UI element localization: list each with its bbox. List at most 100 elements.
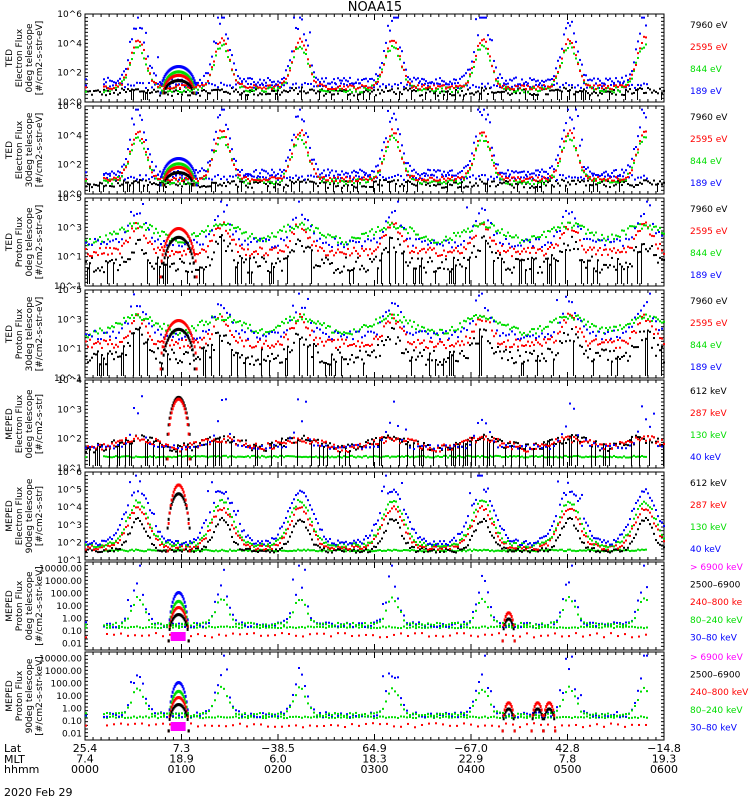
x-tick-label: 0100 [168,763,196,776]
legend-entry: 7960 eV [690,297,728,307]
footer-label-lat: Lat [4,742,22,755]
series-marks [85,292,665,376]
legend-entry: 2595 eV [690,319,728,329]
y-tick-label: 10^1 [57,556,82,566]
footer-label-hhmm: hhmm [4,763,40,776]
legend-entry: 240–800 keV [690,688,749,698]
y-axis-label: TED [5,141,15,160]
y-axis-label: [#/cm2-s-str] [35,394,45,454]
y-tick-label: 100.00 [51,679,83,689]
x-tick-label: 0000 [71,763,99,776]
y-tick-label: 10^1 [57,253,82,263]
y-tick-label: 10^4 [57,376,82,386]
y-axis-label: MEPED [5,680,15,712]
y-tick-label: 10000.00 [39,654,82,664]
y-axis-label: TED [5,325,15,344]
legend-entry: 7960 eV [690,21,728,31]
y-axis-label: Electron Flux [15,394,25,453]
x-tick-label: 7.8 [559,753,577,766]
legend-entry: 844 eV [690,341,723,351]
y-axis-label: Electron Flux [15,28,25,87]
legend-entry: 189 eV [690,363,723,373]
x-tick-label: 18.3 [362,753,387,766]
y-tick-label: 10^4 [57,131,82,141]
panel-3: 10^-1 10^1 10^3 10^5 TED Proton Flux 0deg tele… [5,194,728,292]
x-tick-label: 0600 [650,763,678,776]
time-axis-footer: Lat MLT hhmm [4,742,40,776]
y-tick-label: 0.10 [62,627,82,637]
x-tick-label: 22.9 [459,753,484,766]
y-tick-label: 10^6 [57,468,82,478]
y-tick-label: 1.00 [62,615,82,625]
x-tick-label: 42.8 [555,742,580,755]
legend-entry: 7960 eV [690,205,728,215]
y-tick-label: 1000.00 [45,667,82,677]
series-marks [85,474,665,554]
x-tick-label: 6.0 [269,753,287,766]
y-tick-label: 10^-1 [54,374,82,384]
x-tick-label: 19.3 [652,753,677,766]
series-marks [85,564,648,643]
y-tick-label: 0.10 [62,717,82,727]
y-axis-label: TED [5,233,15,252]
y-axis-label: MEPED [5,500,15,532]
y-tick-label: 10^-1 [54,282,82,292]
y-tick-label: 10^0 [57,98,82,108]
legend-entry: 2595 eV [690,43,728,53]
x-tick-label: 0500 [554,763,582,776]
y-tick-label: 100.00 [51,589,83,599]
y-tick-label: 10^5 [57,486,82,496]
x-tick-label: 25.4 [73,742,98,755]
legend-entry: 30–80 keV [690,723,738,733]
y-axis-label: Proton Flux [15,308,25,359]
legend-entry: 612 keV [690,387,727,397]
y-axis-label: Electron Flux [15,486,25,545]
y-tick-label: 10.00 [56,692,82,702]
legend-entry: 844 eV [690,65,723,75]
legend-entry: 130 keV [690,523,727,533]
y-tick-label: 10^4 [57,503,82,513]
chart-title: NOAA15 [347,0,403,15]
y-tick-label: 10^3 [57,405,82,415]
legend-entry: 30–80 keV [690,633,738,643]
y-axis-label: Proton Flux [15,670,25,721]
series-marks [85,16,665,100]
legend-entry: 240–800 ke [690,598,743,608]
y-axis-label: [#/cm2-s-str-eV] [35,21,45,96]
y-tick-label: 10^4 [57,39,82,49]
legend-entry: 844 eV [690,157,723,167]
y-axis-label: [#/cm2-s-str-eV] [35,113,45,188]
y-axis-label: MEPED [5,408,15,440]
footer-label-mlt: MLT [4,752,25,766]
legend-entry: 130 keV [690,431,727,441]
panel-5: 10^1 10^2 10^3 10^4 MEPED Electron Flux 0deg t… [5,376,727,474]
y-axis-label: 90deg telescope [25,478,35,553]
x-tick-label: 18.9 [169,753,194,766]
y-tick-label: 10^2 [57,69,82,79]
legend-entry: > 6900 keV [690,563,744,573]
y-tick-label: 10000.00 [39,564,82,574]
legend-entry: 612 keV [690,479,727,489]
x-tick-label: 7.4 [76,753,94,766]
legend-entry: 40 keV [690,545,722,555]
legend-entry: 80–240 keV [690,706,743,716]
y-tick-label: 10.00 [56,602,82,612]
y-axis-label: [#/cm2-s-str-eV] [35,297,45,372]
legend-entry: 2500–6900 [690,581,741,591]
x-tick-label: 64.9 [362,742,387,755]
y-tick-label: 10^1 [57,345,82,355]
y-tick-label: 0.01 [62,730,82,740]
series-marks [85,395,665,466]
legend-entry: 189 eV [690,87,723,97]
y-tick-label: 10^5 [57,194,82,204]
y-axis-label: 0deg telescope [25,23,35,93]
panel-1: 10^0 10^2 10^4 10^6 TED Electron Flux 0deg tel… [5,10,728,108]
legend-entry: 844 eV [690,249,723,259]
series-marks [85,200,665,284]
y-axis-label: Proton Flux [15,580,25,631]
y-axis-label: [#/cm2-s-str-keV] [35,656,45,735]
legend-entry: 80–240 keV [690,616,743,626]
legend-entry: 287 keV [690,409,727,419]
y-tick-label: 10^2 [57,538,82,548]
